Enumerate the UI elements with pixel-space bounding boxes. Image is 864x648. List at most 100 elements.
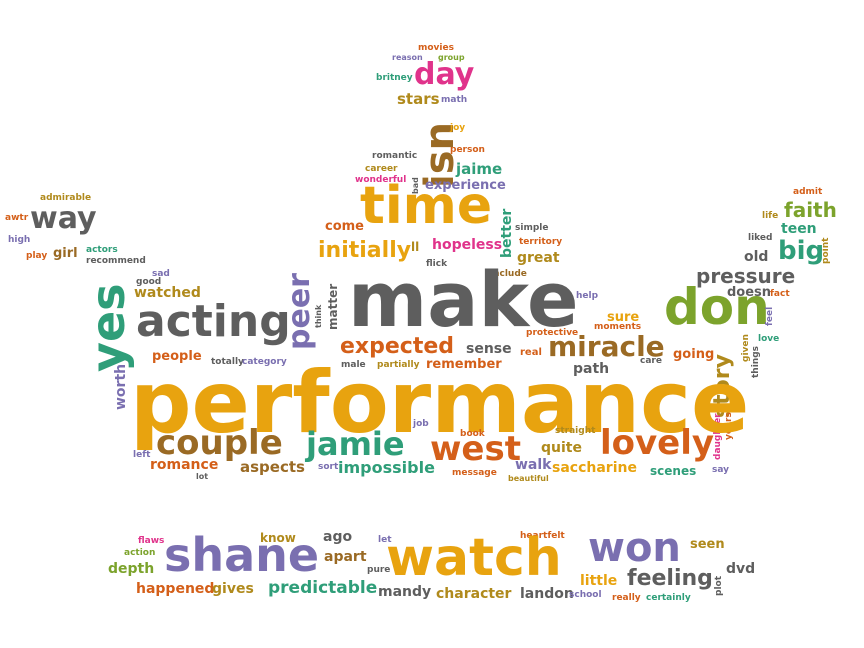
word-great: great [517,250,560,266]
word-totally: totally [211,357,244,367]
word-faith: faith [784,198,837,222]
word-sense: sense [466,341,512,357]
word-jamie: jamie [306,425,405,463]
word-real: real [520,347,542,358]
word-beautiful: beautiful [508,474,549,483]
word-awtr: awtr [5,213,29,223]
word-flaws: flaws [138,536,165,546]
word-group: group [438,53,465,62]
word-protective: protective [526,328,579,338]
word-west: west [430,429,521,469]
word-going: going [673,347,715,362]
word-romantic: romantic [372,151,418,161]
word-think: think [314,304,323,328]
word-stars: stars [397,90,440,108]
word-saccharine: saccharine [552,460,637,476]
word-pressure: pressure [696,264,796,288]
word-watch: watch [386,528,562,588]
word-landon: landon [520,586,574,602]
word-mandy: mandy [378,584,432,600]
word-recommend: recommend [86,256,146,266]
word-way: way [30,201,97,236]
word-life: life [762,211,779,221]
word-don: don [664,278,770,336]
word-girl: girl [53,246,78,261]
word-initially: initially [318,238,412,263]
word-doesn: doesn [727,285,772,300]
word-character: character [436,586,512,602]
word-left: left [133,450,151,460]
word-feel: feel [765,306,775,326]
word-path: path [573,361,610,377]
word-admit: admit [793,187,823,197]
word-worth: worth [113,363,129,410]
word-experience: experience [425,178,506,193]
word-fact: fact [770,289,790,299]
word-person: person [450,145,485,155]
word-know: know [260,531,296,545]
word-heartfelt: heartfelt [520,531,565,541]
word-day: day [414,57,475,92]
word-dvd: dvd [726,561,756,577]
word-little: little [580,573,618,589]
word-gives: gives [212,581,254,597]
word-liked: liked [748,233,773,243]
word-school: school [569,590,602,600]
word-play: play [26,251,48,261]
word-better: better [499,208,515,258]
word-predictable: predictable [268,578,378,598]
word-book: book [460,429,485,439]
word-male: male [341,360,366,370]
word-hopeless: hopeless [432,237,503,253]
word-yes: yes [81,283,135,372]
word-feeling: feeling [627,566,713,591]
word-include: include [490,269,527,279]
word-plot: plot [714,575,724,596]
word-couple: couple [156,423,283,463]
word-expected: expected [340,334,455,359]
word-admirable: admirable [40,193,92,203]
word-wonderful: wonderful [355,175,407,185]
word-aspects: aspects [240,458,305,476]
word-things: things [751,345,761,378]
word-performance: performance [130,353,750,453]
word-career: career [365,164,398,174]
word-love: love [758,334,780,344]
word-remember: remember [426,357,502,372]
word-actors: actors [86,245,118,255]
word-acting: acting [136,296,291,347]
word-math: math [441,95,468,105]
word-joy: joy [450,123,466,133]
word-straight: straight [555,426,596,436]
word-category: category [242,357,287,367]
word-apart: apart [324,549,367,565]
word-flick: flick [426,259,448,269]
word-partially: partially [377,360,420,370]
word-help: help [576,291,599,301]
word-britney: britney [376,73,413,83]
word-really: really [612,593,641,603]
word-lot: lot [196,472,209,481]
word-scenes: scenes [650,464,697,478]
word-pure: pure [367,565,391,575]
word-old: old [744,249,769,265]
word-sad: sad [152,269,170,279]
word-lovely: lovely [600,423,715,463]
word-high: high [8,235,31,245]
word-care: care [640,356,662,366]
word-won: won [588,525,681,571]
word-make: make [348,255,579,344]
word-job: job [413,419,429,429]
word-let: let [378,535,392,545]
word-seen: seen [690,537,725,552]
word-impossible: impossible [338,458,435,477]
word-romance: romance [150,457,219,473]
word-ll: ll [411,240,420,254]
word-ago: ago [323,529,353,545]
word-watched: watched [134,285,201,301]
word-say: say [712,465,730,475]
word-message: message [452,468,497,478]
word-big: big [778,236,825,266]
word-quite: quite [541,440,582,456]
